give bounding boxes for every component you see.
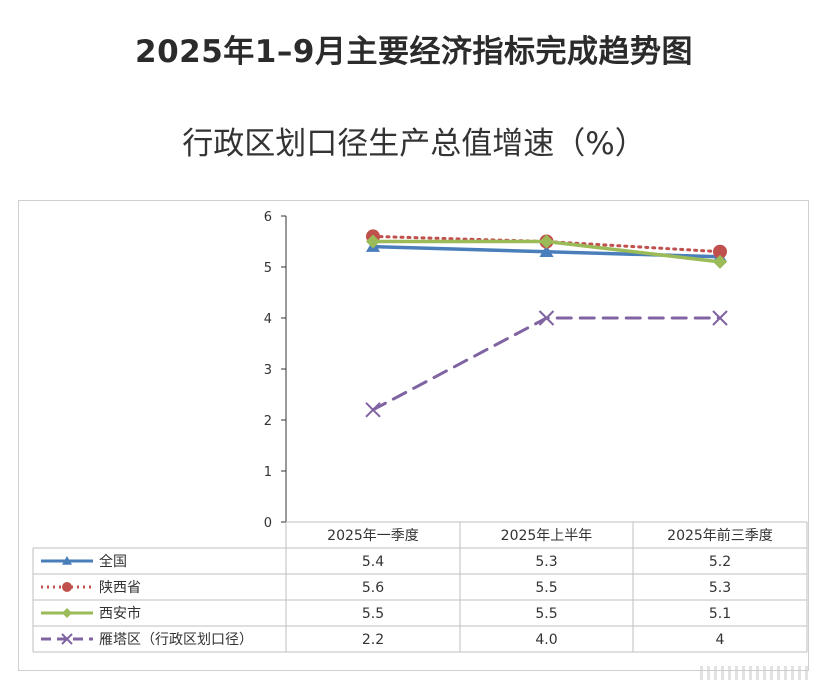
table-value: 5.1 [709, 606, 731, 622]
y-tick-label: 2 [264, 414, 272, 429]
y-tick-label: 0 [264, 516, 272, 531]
data-point [366, 234, 380, 249]
legend-entry: 雁塔区（行政区划口径） [99, 632, 253, 648]
chart-subtitle: 行政区划口径生产总值增速（%） [182, 126, 646, 162]
chart-area: 0 1 2 3 4 5 6 2025年一季度 2025年上半年 2025年前三季度全国 5.4 5.3… [18, 200, 809, 671]
table-value: 5.4 [362, 554, 384, 570]
marker-stroke [365, 402, 381, 418]
page-title: 2025年1–9月主要经济指标完成趋势图 [135, 34, 693, 70]
table-value: 5.3 [709, 580, 731, 596]
marker-stroke [61, 633, 73, 645]
y-tick-label: 3 [264, 363, 272, 378]
table-value: 5.2 [709, 554, 731, 570]
table-value: 5.3 [535, 554, 557, 570]
legend-key-marker [62, 582, 72, 592]
legend-key-marker [62, 608, 72, 618]
data-point [713, 244, 727, 259]
category-label: 2025年一季度 [327, 528, 419, 544]
legend-entry: 西安市 [99, 605, 141, 622]
data-point [539, 244, 554, 257]
data-point [712, 310, 728, 326]
legend-entry: 陕西省 [99, 580, 141, 596]
watermark [700, 666, 810, 680]
series-line [371, 316, 722, 412]
table-value: 5.5 [535, 606, 557, 622]
legend-key-marker [61, 633, 73, 645]
table-value: 5.6 [362, 580, 384, 596]
y-tick-label: 5 [264, 261, 272, 276]
y-tick-label: 4 [264, 312, 272, 327]
marker-stroke [712, 310, 728, 326]
data-point [539, 234, 554, 249]
table-value: 4.0 [535, 632, 557, 648]
legend-entry: 全国 [99, 553, 127, 570]
table-value: 4 [716, 632, 725, 648]
y-tick-label: 6 [264, 210, 272, 225]
category-label: 2025年上半年 [501, 528, 593, 544]
marker-stroke [538, 310, 555, 326]
table-value: 2.2 [362, 632, 384, 648]
data-point [713, 254, 727, 269]
data-point [365, 402, 381, 418]
table-value: 5.5 [362, 606, 384, 622]
y-tick-label: 1 [264, 465, 272, 480]
category-label: 2025年前三季度 [667, 527, 773, 544]
legend-key-marker [62, 556, 72, 565]
table-value: 5.5 [535, 580, 557, 596]
data-point [538, 310, 555, 326]
